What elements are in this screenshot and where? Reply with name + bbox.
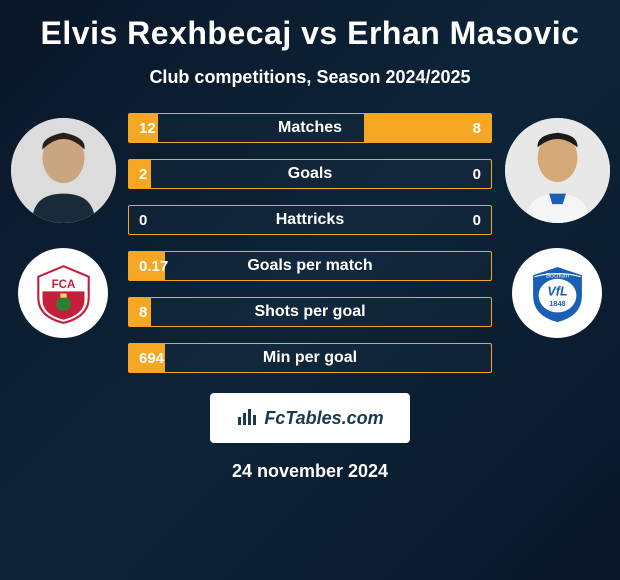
person-icon [505,118,610,223]
stat-row: 0Hattricks0 [128,205,492,235]
player-right-avatar [505,118,610,223]
stat-label: Matches [129,119,491,137]
stat-label: Min per goal [129,349,491,367]
stat-label: Goals per match [129,257,491,275]
date-text: 24 november 2024 [232,461,388,482]
svg-text:VfL: VfL [547,284,567,298]
stat-value-right: 0 [473,212,481,229]
person-icon [11,118,116,223]
stat-label: Shots per goal [129,303,491,321]
stat-label: Hattricks [129,211,491,229]
content-row: FCA 12Matches82Goals00Hattricks00.17Goal… [0,113,620,373]
stats-column: 12Matches82Goals00Hattricks00.17Goals pe… [118,113,502,373]
title: Elvis Rexhbecaj vs Erhan Masovic [41,15,580,52]
right-column: Bochum VfL 1848 [502,113,612,338]
svg-text:Bochum: Bochum [545,272,568,279]
left-column: FCA [8,113,118,338]
player-left-avatar [11,118,116,223]
stat-value-right: 0 [473,166,481,183]
stat-value-right: 8 [473,120,481,137]
svg-text:1848: 1848 [549,299,565,308]
fca-shield-icon: FCA [32,262,95,325]
footer-brand[interactable]: FcTables.com [210,393,410,443]
club-left-logo: FCA [18,248,108,338]
stat-row: 12Matches8 [128,113,492,143]
club-right-logo: Bochum VfL 1848 [512,248,602,338]
footer-brand-text: FcTables.com [264,408,383,429]
stat-row: 2Goals0 [128,159,492,189]
svg-text:FCA: FCA [51,279,75,291]
stat-row: 0.17Goals per match [128,251,492,281]
stat-row: 8Shots per goal [128,297,492,327]
comparison-card: Elvis Rexhbecaj vs Erhan Masovic Club co… [0,0,620,580]
stat-row: 694Min per goal [128,343,492,373]
subtitle: Club competitions, Season 2024/2025 [149,67,470,88]
chart-icon [236,405,258,432]
stat-label: Goals [129,165,491,183]
vfl-shield-icon: Bochum VfL 1848 [526,262,589,325]
